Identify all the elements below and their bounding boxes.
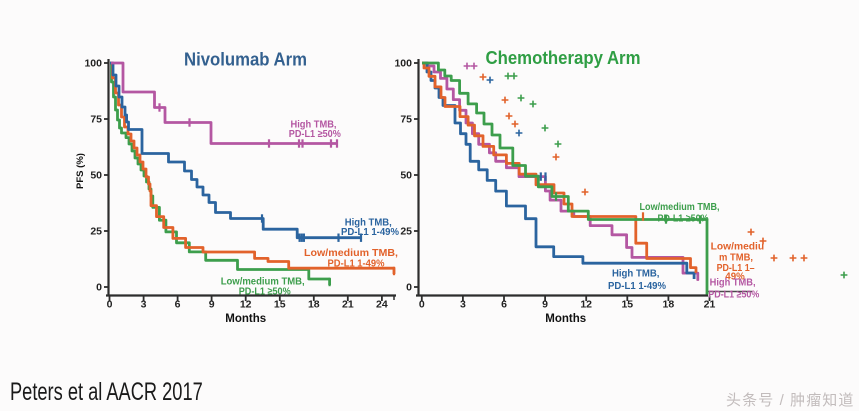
svg-text:PD-L1 1–: PD-L1 1– bbox=[717, 263, 755, 274]
svg-text:0: 0 bbox=[406, 282, 412, 294]
svg-text:75: 75 bbox=[90, 114, 102, 126]
svg-text:0: 0 bbox=[96, 282, 102, 294]
svg-text:25: 25 bbox=[400, 226, 412, 238]
svg-text:Months: Months bbox=[225, 313, 266, 325]
svg-text:100: 100 bbox=[84, 58, 102, 70]
svg-text:Low/medium TMB,: Low/medium TMB, bbox=[221, 277, 305, 288]
svg-text:9: 9 bbox=[542, 299, 548, 311]
svg-text:High TMB,: High TMB, bbox=[291, 120, 337, 131]
svg-text:PD-L1 1-49%: PD-L1 1-49% bbox=[608, 281, 666, 292]
svg-text:24: 24 bbox=[376, 299, 388, 311]
svg-text:PD-L1 ≥50%: PD-L1 ≥50% bbox=[289, 129, 341, 140]
svg-text:75: 75 bbox=[400, 114, 412, 126]
svg-text:18: 18 bbox=[663, 299, 675, 311]
svg-text:Low/medium TMB,: Low/medium TMB, bbox=[640, 202, 720, 213]
svg-text:100: 100 bbox=[394, 58, 412, 70]
svg-text:18: 18 bbox=[308, 299, 320, 311]
svg-text:Low/medium TMB,: Low/medium TMB, bbox=[304, 248, 398, 259]
svg-text:PD-L1 ≥50%: PD-L1 ≥50% bbox=[658, 214, 709, 225]
svg-text:m TMB,: m TMB, bbox=[719, 253, 753, 264]
svg-text:21: 21 bbox=[704, 299, 716, 311]
svg-text:21: 21 bbox=[342, 299, 354, 311]
svg-text:50: 50 bbox=[400, 170, 412, 182]
svg-text:12: 12 bbox=[240, 299, 252, 311]
svg-text:PD-L1 ≥50%: PD-L1 ≥50% bbox=[239, 287, 291, 298]
svg-text:15: 15 bbox=[274, 299, 286, 311]
svg-text:PFS (%): PFS (%) bbox=[75, 153, 86, 189]
svg-text:Nivolumab Arm: Nivolumab Arm bbox=[184, 50, 307, 70]
svg-text:PD-L1 1-49%: PD-L1 1-49% bbox=[328, 259, 385, 270]
svg-text:0: 0 bbox=[107, 299, 113, 311]
svg-text:6: 6 bbox=[501, 299, 507, 311]
svg-text:Low/mediu: Low/mediu bbox=[711, 242, 765, 253]
svg-text:50: 50 bbox=[90, 170, 102, 182]
svg-text:High TMB,: High TMB, bbox=[345, 218, 392, 229]
svg-text:High TMB,: High TMB, bbox=[710, 278, 756, 289]
svg-text:High TMB,: High TMB, bbox=[612, 268, 660, 279]
svg-text:PD-L1 1-49%: PD-L1 1-49% bbox=[341, 227, 399, 238]
svg-text:3: 3 bbox=[460, 299, 466, 311]
svg-text:PD-L1 ≥50%: PD-L1 ≥50% bbox=[708, 290, 759, 301]
svg-text:Months: Months bbox=[545, 313, 586, 325]
svg-text:9: 9 bbox=[209, 299, 215, 311]
svg-text:0: 0 bbox=[419, 299, 425, 311]
svg-text:6: 6 bbox=[175, 299, 181, 311]
svg-text:Chemotherapy Arm: Chemotherapy Arm bbox=[486, 48, 641, 68]
svg-text:15: 15 bbox=[621, 299, 633, 311]
svg-text:49%: 49% bbox=[725, 272, 744, 283]
svg-text:3: 3 bbox=[141, 299, 147, 311]
svg-text:25: 25 bbox=[90, 226, 102, 238]
svg-text:12: 12 bbox=[580, 299, 592, 311]
